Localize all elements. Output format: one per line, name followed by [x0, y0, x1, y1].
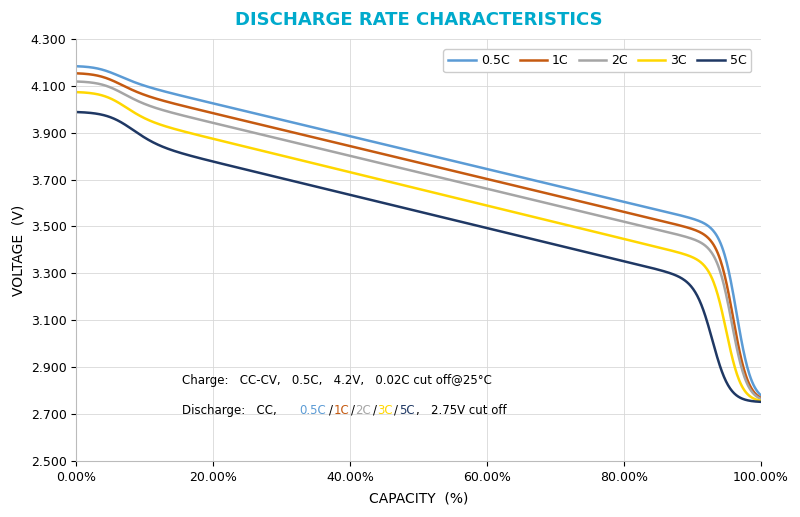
5C — [348, 192, 358, 199]
5C — [373, 199, 382, 205]
0.5C — [606, 195, 615, 202]
2C — [71, 79, 81, 85]
Text: /: / — [351, 404, 355, 417]
Line: 5C: 5C — [76, 112, 761, 402]
2C — [618, 218, 627, 224]
Line: 2C: 2C — [76, 82, 761, 399]
5C — [618, 257, 627, 264]
2C — [142, 101, 151, 108]
1C — [756, 395, 766, 401]
3C — [618, 235, 627, 241]
Text: Charge:   CC-CV,   0.5C,   4.2V,   0.02C cut off@25°C: Charge: CC-CV, 0.5C, 4.2V, 0.02C cut off… — [182, 374, 492, 387]
2C — [373, 159, 382, 165]
3C — [142, 116, 151, 122]
1C — [606, 205, 615, 211]
Text: 3C: 3C — [377, 404, 393, 417]
3C — [373, 176, 382, 182]
0.5C — [618, 199, 627, 205]
2C — [348, 154, 358, 160]
3C — [756, 398, 766, 404]
Text: Discharge:   CC,: Discharge: CC, — [182, 404, 288, 417]
Legend: 0.5C, 1C, 2C, 3C, 5C: 0.5C, 1C, 2C, 3C, 5C — [443, 50, 751, 72]
5C — [756, 399, 766, 405]
Text: /: / — [373, 404, 377, 417]
Text: /: / — [394, 404, 398, 417]
1C — [373, 149, 382, 156]
0.5C — [756, 392, 766, 399]
Line: 3C: 3C — [76, 92, 761, 401]
1C — [618, 208, 627, 215]
Text: 5C: 5C — [398, 404, 414, 417]
Text: ,   2.75V cut off: , 2.75V cut off — [416, 404, 506, 417]
Y-axis label: VOLTAGE  (V): VOLTAGE (V) — [11, 204, 25, 296]
Title: DISCHARGE RATE CHARACTERISTICS: DISCHARGE RATE CHARACTERISTICS — [234, 11, 602, 29]
X-axis label: CAPACITY  (%): CAPACITY (%) — [369, 492, 468, 506]
Text: 2C: 2C — [355, 404, 371, 417]
2C — [542, 200, 551, 206]
0.5C — [542, 180, 551, 186]
5C — [606, 255, 615, 261]
Text: 1C: 1C — [334, 404, 349, 417]
Text: 0.5C: 0.5C — [299, 404, 326, 417]
3C — [606, 233, 615, 239]
Text: /: / — [329, 404, 333, 417]
Line: 1C: 1C — [76, 73, 761, 398]
0.5C — [71, 63, 81, 69]
3C — [71, 89, 81, 95]
1C — [542, 190, 551, 196]
1C — [142, 93, 151, 99]
0.5C — [348, 134, 358, 140]
1C — [348, 144, 358, 150]
Line: 0.5C: 0.5C — [76, 66, 761, 396]
2C — [756, 396, 766, 402]
1C — [71, 70, 81, 77]
5C — [71, 109, 81, 115]
3C — [542, 217, 551, 223]
2C — [606, 215, 615, 221]
5C — [142, 135, 151, 142]
3C — [348, 170, 358, 176]
0.5C — [373, 140, 382, 146]
5C — [542, 239, 551, 246]
0.5C — [142, 83, 151, 89]
